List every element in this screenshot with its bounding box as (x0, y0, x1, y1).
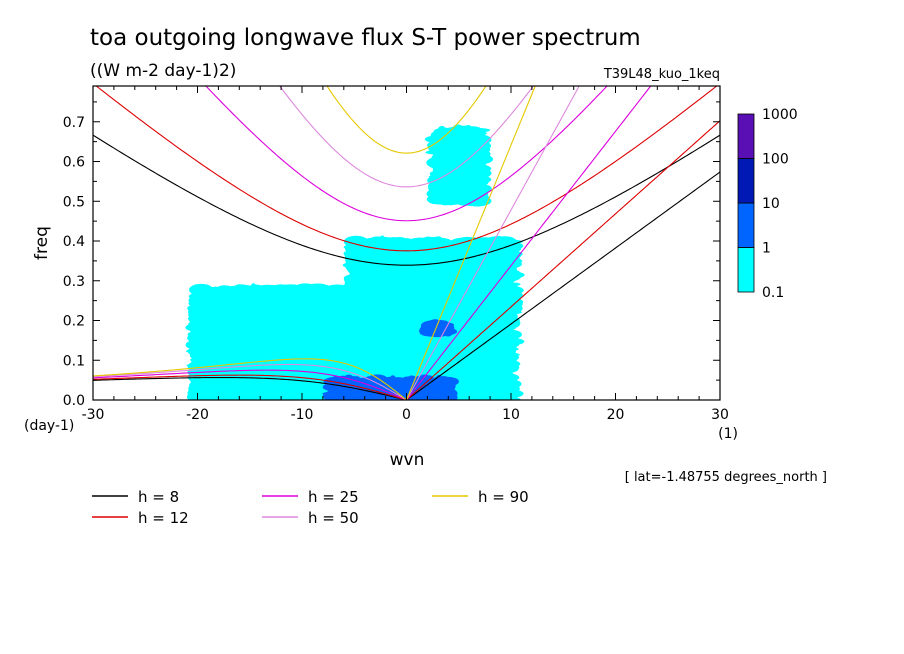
experiment-label: T39L48_kuo_1keq (603, 67, 720, 82)
chart-subtitle: ((W m-2 day-1)2) (90, 61, 236, 81)
power-contours (185, 124, 525, 400)
chart-title: toa outgoing longwave flux S-T power spe… (90, 25, 641, 51)
